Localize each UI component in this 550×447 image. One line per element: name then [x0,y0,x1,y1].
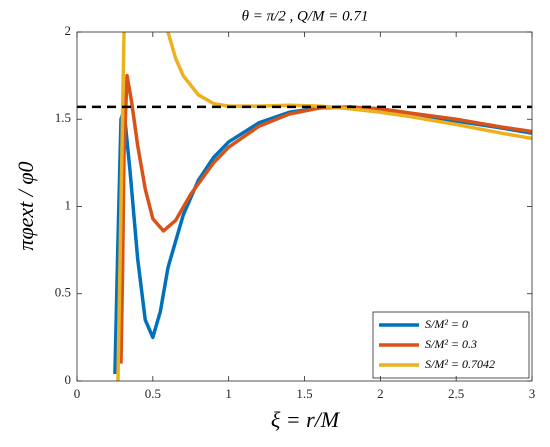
legend-label: S/M² = 0.7042 [425,357,495,371]
y-tick-label: 0 [65,372,72,387]
y-tick-label: 1 [65,197,72,212]
x-tick-label: 3 [529,386,536,401]
x-tick-label: 2.5 [448,386,464,401]
legend: S/M² = 0 S/M² = 0.3 S/M² = 0.7042 [372,311,530,379]
y-axis-label: πφext / φ0 [13,161,38,250]
legend-label: S/M² = 0 [425,317,468,331]
y-tick-label: 2 [65,23,72,38]
legend-label: S/M² = 0.3 [425,337,477,351]
x-tick-label: 2 [377,386,384,401]
x-tick-label: 0 [74,386,81,401]
series-line [119,73,532,364]
y-tick-label: 1.5 [55,110,71,125]
x-tick-label: 1 [225,386,232,401]
plot-lines [77,32,532,381]
series-line [116,32,532,381]
x-tick-label: 1.5 [296,386,312,401]
y-tick-label: 0.5 [55,285,71,300]
x-axis-label: ξ = r/M [271,407,341,432]
x-tick-label: 0.5 [145,386,161,401]
chart-title: θ = π/2 , Q/M = 0.71 [242,8,369,24]
